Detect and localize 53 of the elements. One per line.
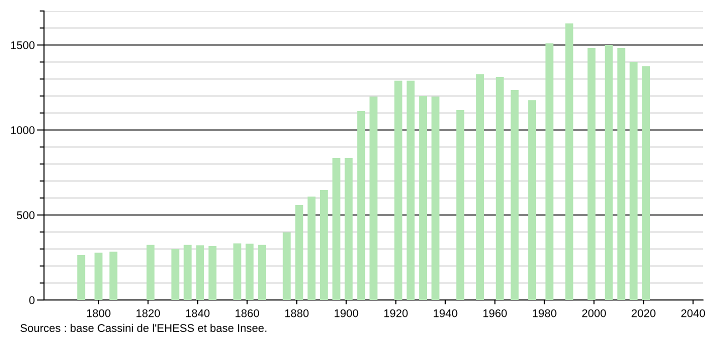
bar (406, 80, 415, 300)
y-tick-label: 1500 (11, 41, 35, 50)
bar (258, 244, 266, 300)
bar (604, 45, 613, 300)
x-tick-label: 1980 (532, 309, 556, 318)
y-tick-label: 1000 (11, 126, 35, 134)
bar (419, 96, 428, 300)
x-tick-label: 1900 (334, 309, 358, 318)
x-tick-label: 1840 (186, 309, 210, 318)
x-tick-label: 1880 (285, 309, 309, 318)
bar (617, 48, 626, 300)
bar (510, 90, 519, 300)
bar (246, 244, 254, 300)
bar (565, 23, 574, 300)
x-tick-label: 1960 (483, 309, 507, 318)
x-tick-label: 1860 (236, 309, 260, 318)
bar (545, 43, 554, 300)
bar (171, 249, 180, 300)
source-note: Sources : base Cassini de l'EHESS et base Insee. (20, 324, 266, 332)
x-tick-label: 2020 (632, 309, 656, 318)
bar (588, 48, 596, 300)
x-tick-label: 2040 (681, 309, 706, 318)
bar (431, 96, 440, 300)
bar (357, 110, 366, 300)
bar (456, 110, 464, 300)
bar (370, 96, 378, 300)
bar (146, 244, 154, 300)
bar (233, 243, 242, 300)
bar (282, 232, 291, 300)
bar (295, 204, 304, 300)
bar (344, 158, 353, 300)
bar (496, 76, 504, 300)
bar (320, 190, 328, 300)
bar (528, 100, 536, 300)
bar (109, 252, 118, 300)
x-tick-label: 2000 (582, 309, 606, 318)
x-tick-label: 1820 (136, 309, 160, 318)
y-tick-label: 500 (16, 211, 35, 220)
bar (308, 196, 316, 300)
bar (332, 158, 340, 300)
bar (642, 66, 650, 300)
bar (394, 80, 402, 300)
y-tick-label: 0 (29, 296, 35, 304)
x-tick-label: 1920 (384, 309, 408, 318)
bar (208, 246, 216, 300)
bar (94, 252, 102, 300)
x-tick-label: 1800 (86, 309, 110, 318)
bar (476, 74, 484, 300)
bar (77, 254, 86, 300)
bar (184, 244, 192, 300)
bar (196, 245, 204, 300)
bar (630, 62, 638, 300)
x-tick-label: 1940 (434, 309, 458, 318)
